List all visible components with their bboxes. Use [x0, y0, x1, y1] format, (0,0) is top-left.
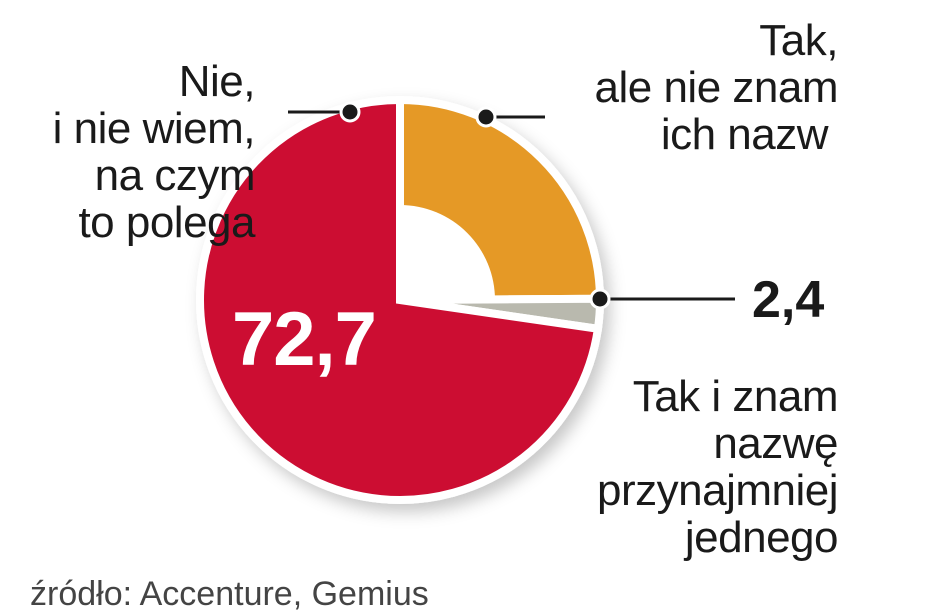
slice-label-line: to polega [78, 198, 255, 247]
pie-slice [196, 95, 603, 504]
leader-lines [288, 101, 735, 310]
slice-label-line: na czym [94, 151, 256, 200]
donut-hole [400, 205, 495, 300]
slice-label-line: ich nazw [660, 110, 829, 159]
value-label-tak-znam: 2,4 [752, 271, 825, 329]
slice-label-line: ale nie znam [594, 63, 839, 112]
leader-dot-nie [339, 101, 361, 123]
slice-label-line: jednego [684, 513, 839, 562]
slice-label-line: Nie, [178, 57, 256, 106]
leader-dot-tak-znam [589, 288, 611, 310]
slice-label-line: Tak, [759, 16, 838, 65]
slice-label-tak-nie-znam: Tak, ale nie znam ich nazw [594, 16, 839, 159]
value-label-nie: 72,7 [232, 297, 377, 382]
slice-label-line: Tak i znam [632, 372, 839, 421]
source-note: źródło: Accenture, Gemius [30, 575, 429, 613]
pie-chart [196, 95, 735, 504]
leader-dot-tak-nie-znam [475, 106, 497, 128]
slice-label-nie: Nie, i nie wiem, na czym to polega [52, 57, 256, 247]
slice-label-line: przynajmniej [597, 466, 838, 515]
slice-label-tak-znam: Tak i znam nazwę przynajmniej jednego [597, 373, 838, 561]
slice-label-line: i nie wiem, [52, 104, 256, 153]
slice-label-line: nazwę [713, 419, 838, 468]
